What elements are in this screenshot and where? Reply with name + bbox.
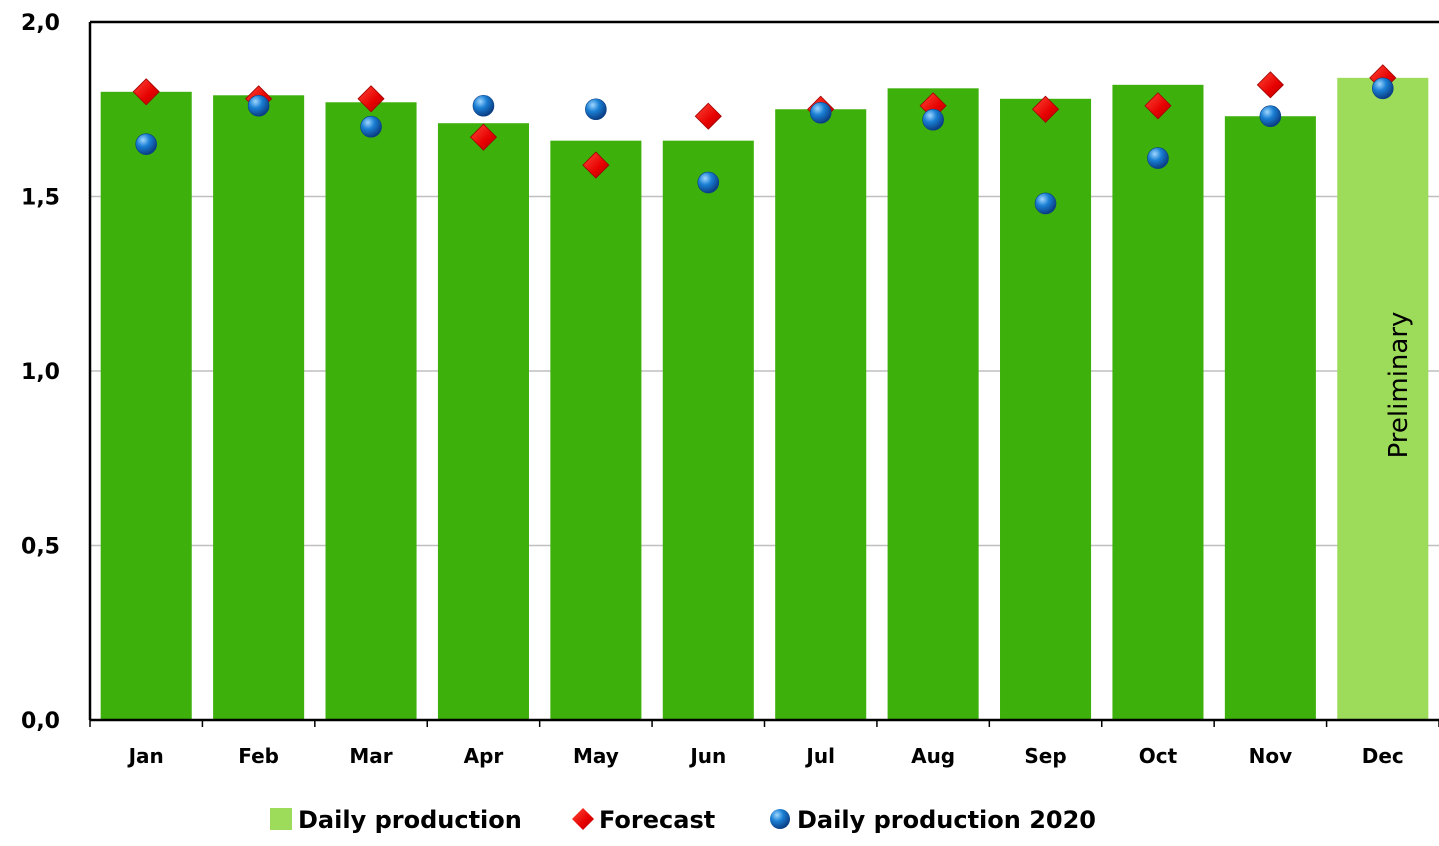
y-tick-label: 1,0 (21, 360, 60, 385)
production-2020-point-dec (1371, 77, 1394, 100)
forecast-point-jun (694, 102, 722, 130)
legend-swatch-forecast (572, 808, 594, 830)
x-tick-label: Jan (127, 744, 164, 768)
bar-series (100, 77, 1429, 721)
legend-label-forecast: Forecast (599, 806, 715, 834)
bar-dec (1337, 77, 1429, 721)
production-2020-point-aug (922, 108, 944, 131)
forecast-point-jan (132, 78, 160, 106)
production-2020-point-feb (247, 94, 270, 117)
bar-jan (100, 91, 192, 721)
bar-feb (213, 95, 305, 721)
bar-sep (1000, 98, 1092, 720)
x-tick-label: Mar (349, 744, 392, 768)
x-tick-label: May (573, 744, 619, 768)
x-tick-label: Aug (911, 744, 955, 768)
forecast-series (132, 64, 1397, 179)
bar-apr (437, 123, 529, 720)
x-tick-label: Dec (1362, 744, 1404, 768)
forecast-point-apr (469, 123, 498, 151)
x-tick-label: Sep (1024, 744, 1066, 768)
y-tick-label: 1,5 (21, 186, 60, 211)
bar-may (550, 140, 642, 720)
legend-swatch-production-2020 (770, 809, 790, 829)
legend-swatch-daily-production (270, 808, 292, 830)
production-2020-series (135, 77, 1394, 215)
bar-oct (1112, 84, 1204, 720)
preliminary-label: Preliminary (1384, 312, 1414, 459)
forecast-point-nov (1256, 71, 1284, 99)
x-tick-label: Jun (688, 744, 726, 768)
bar-nov (1224, 116, 1316, 721)
forecast-point-may (582, 151, 610, 179)
y-tick-label: 0,0 (21, 709, 60, 734)
legend-label-daily-production: Daily production (298, 806, 522, 834)
y-tick-labels: 0,0 0,5 1,0 1,5 2,0 (21, 11, 60, 734)
y-tick-label: 0,5 (21, 535, 60, 560)
production-2020-point-mar (360, 115, 382, 138)
legend-label-production-2020: Daily production 2020 (797, 806, 1096, 834)
production-2020-point-apr (472, 94, 495, 117)
production-2020-point-may (585, 98, 607, 121)
forecast-point-oct (1144, 92, 1172, 120)
production-2020-point-nov (1259, 105, 1282, 128)
gridlines (90, 195, 1439, 547)
production-2020-point-oct (1147, 147, 1169, 169)
x-tick-label: Oct (1139, 744, 1178, 768)
bar-jun (662, 140, 754, 720)
production-2020-point-jun (697, 171, 720, 194)
x-tick-label: Feb (238, 744, 279, 768)
x-tick-label: Nov (1249, 744, 1293, 768)
x-tick-label: Apr (464, 744, 504, 768)
bar-jul (775, 109, 867, 720)
production-2020-point-sep (1034, 192, 1057, 215)
bar-mar (325, 102, 417, 720)
x-tick-label: Jul (804, 744, 835, 768)
x-tick-labels: Jan Feb Mar Apr May Jun Jul Aug Sep Oct Nov Dec (127, 744, 1404, 768)
annotation: Preliminary (1384, 312, 1414, 459)
y-tick-label: 2,0 (21, 11, 60, 36)
forecast-point-sep (1031, 95, 1060, 123)
axes (88, 20, 1439, 727)
production-2020-point-jul (809, 101, 832, 124)
legend: Daily production Forecast Daily production… (270, 806, 1096, 834)
forecast-point-mar (357, 85, 385, 113)
bar-aug (887, 88, 979, 720)
production-2020-point-jan (135, 133, 158, 155)
